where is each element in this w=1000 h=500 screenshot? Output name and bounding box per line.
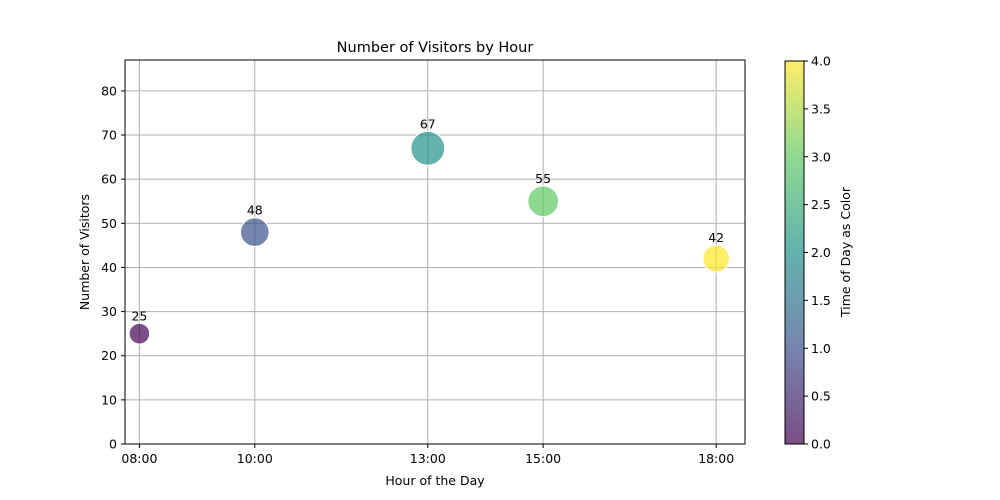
y-tick-label: 10 [101,392,117,407]
y-tick-label: 70 [101,128,117,143]
data-label: 67 [420,116,436,131]
bubble-1000[interactable] [239,217,270,248]
bubble-1300[interactable] [410,130,446,166]
colorbar-ticks: 0.0 0.5 1.0 1.5 2.0 2.5 3.0 3.5 4.0 [804,54,831,452]
colorbar-tick-label: 0.0 [811,437,831,452]
colorbar-tick-label: 3.0 [811,149,831,164]
bubble-0800[interactable] [128,322,151,345]
x-tick-label: 08:00 [121,451,157,466]
data-label: 25 [131,308,147,323]
bubble-1800[interactable] [702,244,731,273]
colorbar-tick-label: 0.5 [811,389,831,404]
colorbar-tick-label: 3.5 [811,101,831,116]
x-tick-label: 18:00 [698,451,734,466]
data-label: 48 [247,203,263,218]
bubble-1500[interactable] [527,185,560,218]
y-tick-label: 20 [101,348,117,363]
y-tick-label: 0 [109,437,117,452]
colorbar-tick-label: 4.0 [811,54,831,69]
colorbar-tick-label: 1.0 [811,341,831,356]
y-tick-label: 30 [101,304,117,319]
colorbar-tick-label: 1.5 [811,293,831,308]
y-tick-label: 60 [101,172,117,187]
y-axis-ticks: 0 10 20 30 40 50 60 70 80 [101,83,125,452]
x-tick-label: 10:00 [237,451,273,466]
colorbar-label: Time of Day as Color [838,186,853,318]
colorbar-tick-label: 2.0 [811,245,831,260]
colorbar: 0.0 0.5 1.0 1.5 2.0 2.5 3.0 3.5 4.0 Time of Day … [784,54,853,452]
y-tick-label: 80 [101,83,117,98]
data-label: 55 [535,171,551,186]
x-axis-label: Hour of the Day [385,473,485,488]
data-label: 42 [708,230,724,245]
x-tick-label: 15:00 [525,451,561,466]
y-axis-label: Number of Visitors [77,194,92,310]
colorbar-gradient [785,61,804,444]
data-labels: 25 48 67 55 42 [131,116,724,323]
x-tick-label: 13:00 [410,451,446,466]
colorbar-tick-label: 2.5 [811,197,831,212]
y-tick-label: 40 [101,260,117,275]
x-axis-ticks: 08:00 10:00 13:00 15:00 18:00 [121,444,734,466]
bubbles [128,130,731,345]
y-tick-label: 50 [101,216,117,231]
chart-title: Number of Visitors by Hour [337,40,534,56]
plot-frame [124,59,746,445]
